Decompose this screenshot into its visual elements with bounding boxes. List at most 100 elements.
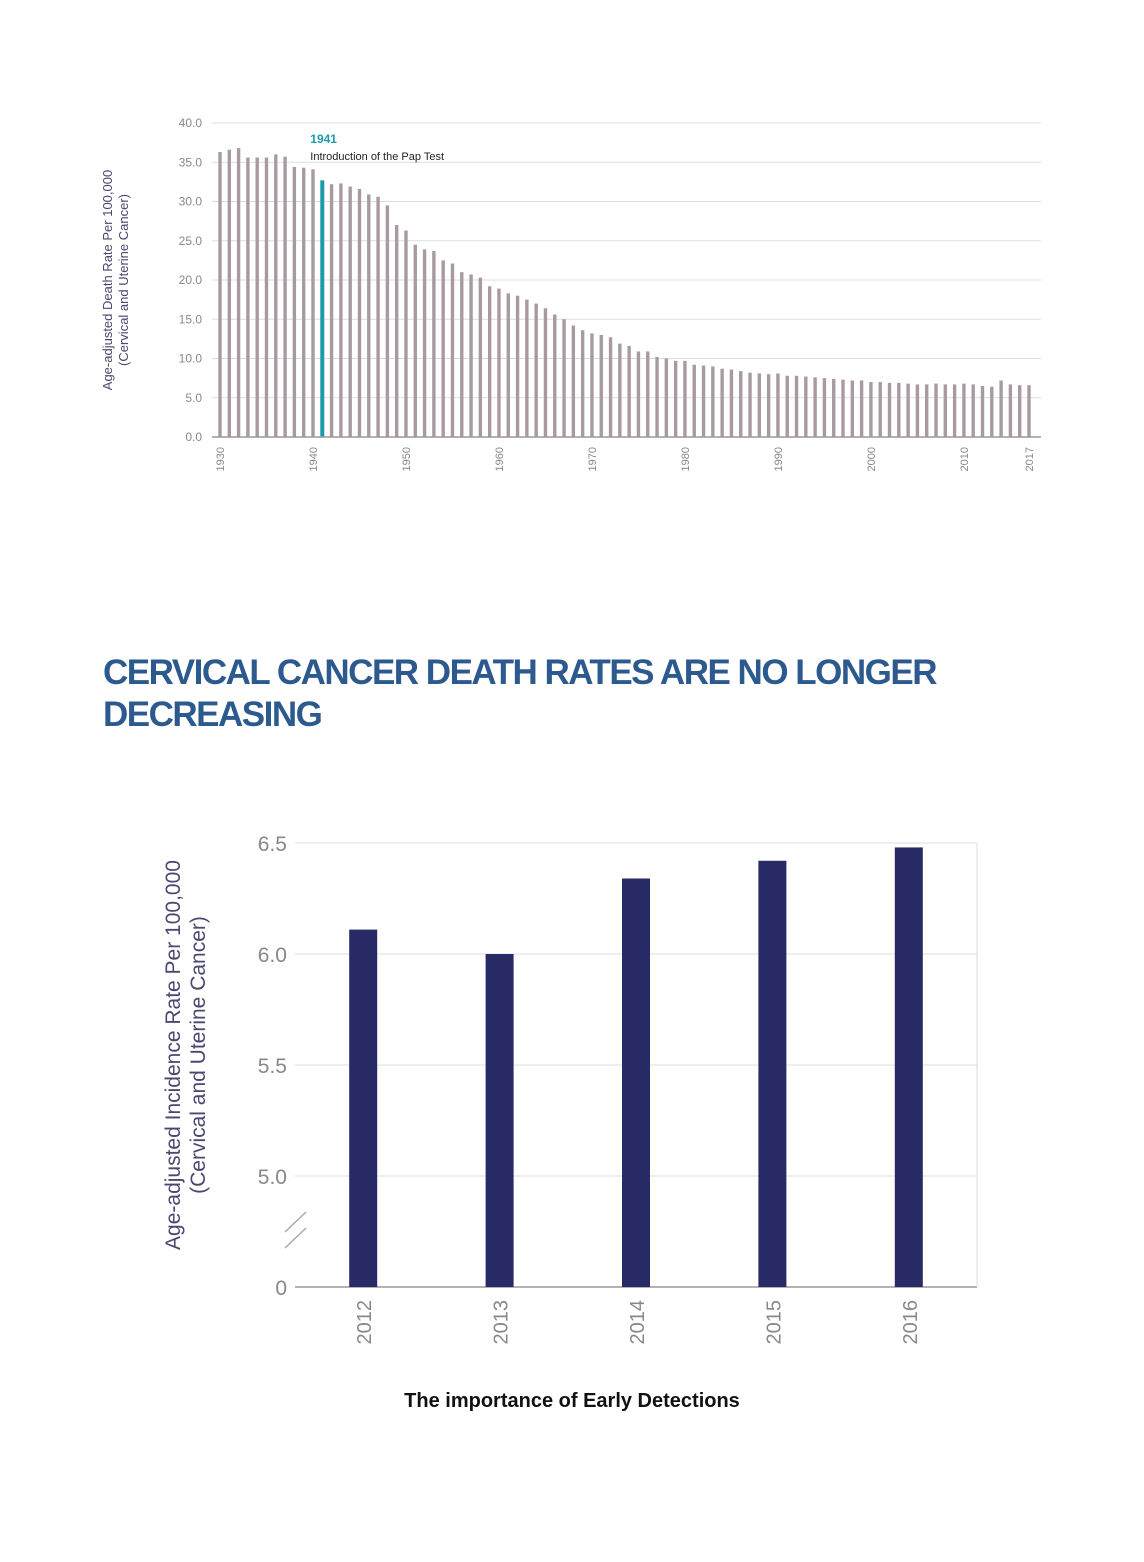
bar [553, 314, 557, 437]
bar [590, 333, 594, 437]
headline: CERVICAL CANCER DEATH RATES ARE NO LONGE… [103, 653, 938, 734]
bar [739, 371, 743, 437]
bar [915, 384, 920, 437]
bar [413, 244, 417, 437]
bar [655, 356, 659, 437]
x-tick-label: 2010 [959, 447, 971, 471]
bar [515, 295, 520, 437]
bar [329, 184, 334, 437]
x-tick-label: 1980 [680, 447, 692, 471]
bar [506, 293, 510, 437]
y-tick-label: 5.5 [258, 1055, 287, 1078]
bar [311, 169, 315, 437]
bar [720, 368, 724, 437]
bar [776, 373, 780, 437]
y-tick-label: 5.0 [258, 1166, 287, 1189]
bar [301, 167, 306, 437]
y-axis-title: Age-adjusted Death Rate Per 100,000 (Cerv… [100, 170, 131, 390]
x-tick-label: 2016 [900, 1300, 922, 1345]
bar [367, 194, 371, 437]
bar [432, 250, 436, 437]
bar [497, 288, 501, 437]
bar [813, 377, 817, 437]
bar [264, 157, 269, 437]
bar [943, 384, 948, 437]
bar [450, 263, 455, 437]
bar [683, 360, 687, 437]
bar [562, 319, 566, 437]
bar [627, 345, 631, 437]
bar [894, 847, 923, 1287]
bar [478, 277, 483, 437]
bar [571, 325, 576, 437]
bar [394, 225, 399, 437]
bar [339, 183, 343, 437]
bar [422, 249, 427, 437]
y-tick-label: 15.0 [179, 312, 203, 326]
x-tick-label: 2013 [491, 1300, 513, 1345]
annotation-text: Introduction of the Pap Test [310, 151, 444, 163]
bar [832, 378, 836, 437]
x-tick-label: 2015 [763, 1300, 785, 1345]
bar [925, 384, 929, 437]
y-tick-label: 30.0 [179, 195, 203, 209]
x-tick-label: 2000 [866, 447, 878, 471]
bar [534, 303, 538, 437]
bar [236, 148, 241, 437]
bar [292, 166, 297, 437]
bar [1027, 385, 1031, 437]
y-axis-title-line2: (Cervical and Uterine Cancer) [116, 194, 131, 366]
bar [999, 380, 1003, 437]
y-axis-title-line1: Age-adjusted Death Rate Per 100,000 [100, 170, 115, 390]
y-tick-label: 20.0 [179, 273, 203, 287]
x-tick-label: 1990 [773, 447, 785, 471]
bar [608, 337, 613, 437]
y-tick-label: 6.0 [258, 944, 287, 967]
incidence-rate-chart: 5.0 5.5 6.0 6.5 0 2012 2013 2014 2015 2016 Age-adj… [0, 820, 1144, 1380]
bar [785, 375, 789, 437]
bar [766, 374, 771, 437]
bar [441, 260, 445, 437]
bar [971, 384, 975, 437]
bar [349, 929, 378, 1287]
x-tick-label: 2017 [1024, 447, 1036, 471]
bar [748, 372, 752, 437]
bar [1018, 385, 1022, 437]
bar [525, 299, 529, 437]
bar [218, 152, 222, 438]
bar [348, 186, 352, 437]
bar [227, 149, 231, 437]
bar [385, 205, 390, 437]
bar [794, 375, 799, 437]
y-axis-title-line2: (Cervical and Uterine Cancer) [187, 916, 210, 1194]
bar [962, 383, 966, 437]
y-tick-label: 5.0 [185, 391, 202, 405]
bar [246, 157, 250, 437]
incidence-rate-chart-svg: 5.0 5.5 6.0 6.5 0 2012 2013 2014 2015 2016 Age-adj… [162, 833, 978, 1345]
bar [887, 382, 892, 437]
y-axis-title: Age-adjusted Incidence Rate Per 100,000(… [162, 860, 210, 1250]
bar [952, 384, 957, 437]
bar [255, 157, 259, 437]
bar [646, 351, 650, 437]
bar [758, 860, 787, 1287]
bar [729, 369, 734, 437]
bar [692, 364, 696, 437]
bar [804, 376, 808, 437]
y-tick-label: 40.0 [179, 116, 203, 130]
y-tick-label: 25.0 [179, 234, 203, 248]
axis-break-mark [284, 1227, 307, 1249]
axis-break-mark [284, 1211, 307, 1233]
bar [469, 274, 473, 437]
y-axis-title-line1: Age-adjusted Incidence Rate Per 100,000 [162, 860, 185, 1250]
highlight-bar [320, 180, 325, 437]
bar [878, 382, 882, 437]
bar [859, 380, 864, 437]
y-tick-label: 35.0 [179, 155, 203, 169]
y-tick-label: 6.5 [258, 833, 287, 856]
bar [274, 154, 278, 437]
x-tick-label: 2014 [627, 1300, 649, 1345]
y-tick-label: 10.0 [179, 352, 203, 366]
x-tick-label: 1930 [215, 447, 227, 471]
bar [283, 156, 287, 437]
